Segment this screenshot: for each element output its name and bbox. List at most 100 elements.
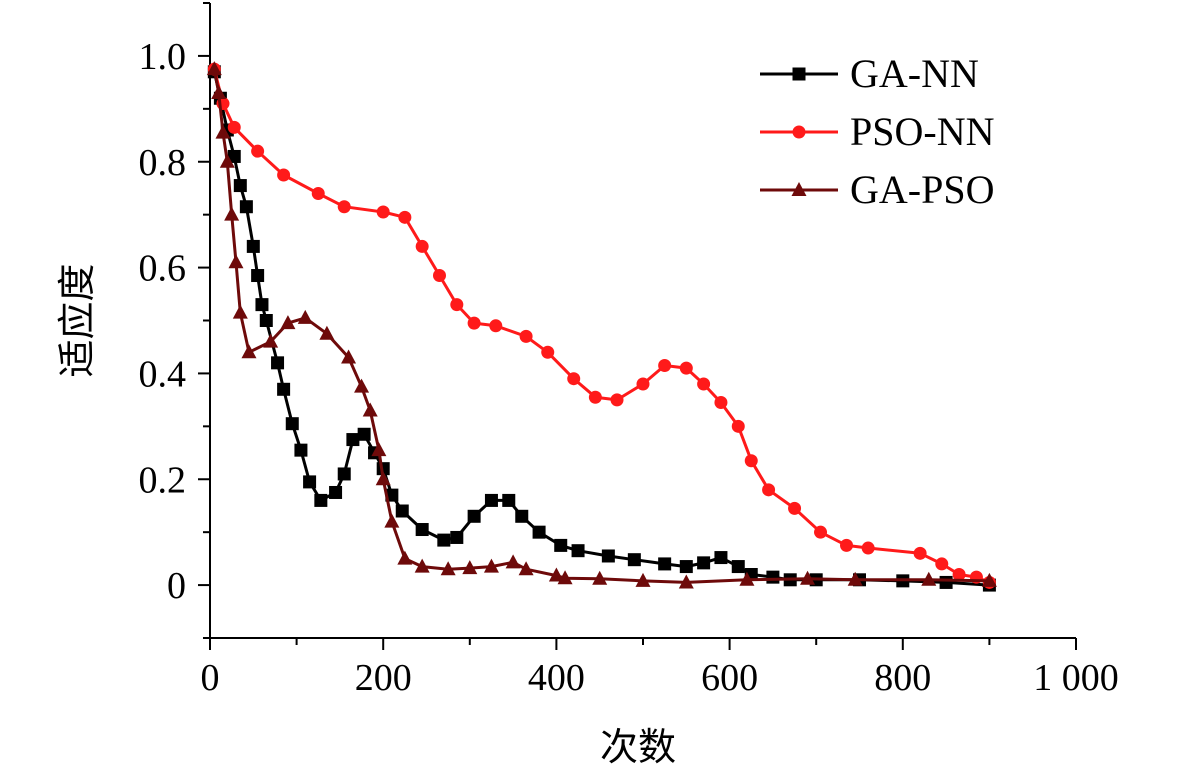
- data-point: [294, 443, 308, 457]
- data-point: [397, 550, 413, 565]
- data-point: [437, 533, 451, 547]
- data-point: [814, 525, 828, 539]
- x-tick-label: 0: [201, 657, 220, 699]
- data-point: [215, 124, 231, 139]
- data-point: [232, 304, 248, 319]
- data-point: [788, 501, 802, 515]
- data-point: [505, 554, 521, 569]
- data-point: [554, 538, 568, 552]
- legend-marker: [791, 182, 807, 196]
- data-point: [384, 513, 400, 528]
- data-point: [935, 557, 949, 571]
- data-point: [277, 382, 291, 396]
- data-point: [601, 549, 615, 563]
- data-point: [532, 525, 546, 539]
- data-point: [239, 200, 253, 214]
- data-point: [227, 120, 241, 134]
- data-point: [541, 345, 555, 359]
- data-point: [371, 442, 387, 457]
- data-point: [227, 149, 241, 163]
- series-layer: [206, 61, 997, 592]
- data-point: [251, 269, 265, 283]
- data-point: [847, 571, 863, 586]
- data-point: [636, 377, 650, 391]
- x-tick-label: 400: [528, 657, 585, 699]
- data-point: [731, 560, 745, 574]
- data-point: [462, 560, 478, 575]
- data-point: [697, 556, 711, 570]
- legend-label: GA-NN: [850, 51, 979, 96]
- data-point: [255, 298, 269, 312]
- data-point: [285, 417, 299, 431]
- data-point: [548, 567, 564, 582]
- data-point: [375, 471, 391, 486]
- data-point: [913, 546, 927, 560]
- series-pso-nn: [207, 62, 996, 589]
- x-axis-title: 次数: [600, 725, 676, 769]
- data-point: [714, 396, 728, 410]
- y-tick-label: 1.0: [139, 36, 187, 78]
- data-point: [450, 298, 464, 312]
- data-point: [228, 254, 244, 269]
- data-point: [679, 560, 693, 574]
- data-point: [395, 504, 409, 518]
- data-point: [610, 393, 624, 407]
- data-point: [744, 454, 758, 468]
- x-tick-label: 800: [874, 657, 931, 699]
- data-point: [206, 61, 222, 76]
- y-tick-label: 0.6: [139, 248, 187, 290]
- data-point: [246, 239, 260, 253]
- series-ga-pso: [206, 61, 997, 589]
- data-point: [337, 200, 351, 214]
- data-point: [341, 349, 357, 364]
- legend: GA-NN PSO-NN GA-PSO: [760, 51, 994, 212]
- data-point: [519, 329, 533, 343]
- data-point: [450, 530, 464, 544]
- axes: 0 200 400 600 800 1 000 0 0.2 0.4 0.6 0.8 1.0 次数 适应度: [55, 2, 1119, 769]
- data-point: [567, 372, 581, 386]
- data-point: [697, 377, 711, 391]
- data-point: [357, 427, 371, 441]
- legend-marker: [792, 67, 806, 81]
- data-point: [981, 572, 997, 587]
- data-point: [861, 541, 875, 555]
- y-tick-label: 0.8: [139, 142, 187, 184]
- data-point: [489, 319, 503, 333]
- data-point: [263, 333, 279, 348]
- legend-label: GA-PSO: [850, 167, 994, 212]
- data-point: [515, 509, 529, 523]
- data-point: [415, 239, 429, 253]
- data-point: [592, 570, 608, 585]
- data-point: [259, 314, 273, 327]
- data-point: [271, 356, 285, 370]
- data-point: [484, 493, 498, 507]
- data-point: [337, 467, 351, 481]
- data-point: [280, 315, 296, 330]
- data-point: [739, 571, 755, 586]
- data-point: [714, 551, 728, 565]
- y-axis-title: 适应度: [55, 263, 99, 377]
- data-point: [588, 390, 602, 404]
- data-point: [800, 570, 816, 585]
- y-tick-label: 0.4: [139, 353, 187, 395]
- data-point: [233, 179, 247, 193]
- data-point: [518, 561, 534, 576]
- data-point: [319, 325, 335, 340]
- data-point: [557, 570, 573, 585]
- data-point: [921, 571, 937, 586]
- y-tick-label: 0: [167, 565, 186, 607]
- data-point: [635, 572, 651, 587]
- data-point: [211, 84, 227, 99]
- x-tick-label: 200: [355, 657, 412, 699]
- data-point: [502, 493, 516, 507]
- data-point: [483, 558, 499, 573]
- data-point: [766, 570, 780, 584]
- data-point: [219, 153, 235, 168]
- data-point: [303, 475, 317, 489]
- data-point: [414, 558, 430, 573]
- legend-label: PSO-NN: [850, 109, 994, 154]
- data-point: [440, 561, 456, 576]
- data-point: [362, 402, 378, 417]
- data-point: [376, 205, 390, 219]
